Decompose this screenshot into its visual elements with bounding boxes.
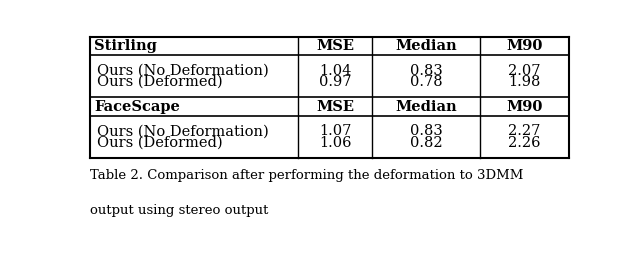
Text: 0.82: 0.82 <box>410 136 442 150</box>
Text: MSE: MSE <box>316 100 354 114</box>
Text: 1.07: 1.07 <box>319 124 351 138</box>
Text: 1.98: 1.98 <box>508 75 540 89</box>
Text: 0.83: 0.83 <box>410 124 442 138</box>
Text: Table 2. Comparison after performing the deformation to 3DMM: Table 2. Comparison after performing the… <box>90 169 524 182</box>
Text: Median: Median <box>396 100 457 114</box>
Text: 1.04: 1.04 <box>319 64 351 78</box>
Text: Ours (Deformed): Ours (Deformed) <box>97 75 223 89</box>
Text: M90: M90 <box>506 39 543 53</box>
Text: M90: M90 <box>506 100 543 114</box>
Text: 2.27: 2.27 <box>508 124 540 138</box>
Text: 1.06: 1.06 <box>319 136 351 150</box>
Text: Ours (No Deformation): Ours (No Deformation) <box>97 64 269 78</box>
Text: Median: Median <box>396 39 457 53</box>
Text: 2.07: 2.07 <box>508 64 541 78</box>
Text: FaceScape: FaceScape <box>94 100 180 114</box>
Text: output using stereo output: output using stereo output <box>90 204 268 217</box>
Text: Stirling: Stirling <box>94 39 157 53</box>
Text: 0.97: 0.97 <box>319 75 351 89</box>
Text: 0.78: 0.78 <box>410 75 442 89</box>
Text: Ours (No Deformation): Ours (No Deformation) <box>97 124 269 138</box>
Text: 0.83: 0.83 <box>410 64 442 78</box>
Text: Ours (Deformed): Ours (Deformed) <box>97 136 223 150</box>
Text: 2.26: 2.26 <box>508 136 541 150</box>
Text: MSE: MSE <box>316 39 354 53</box>
